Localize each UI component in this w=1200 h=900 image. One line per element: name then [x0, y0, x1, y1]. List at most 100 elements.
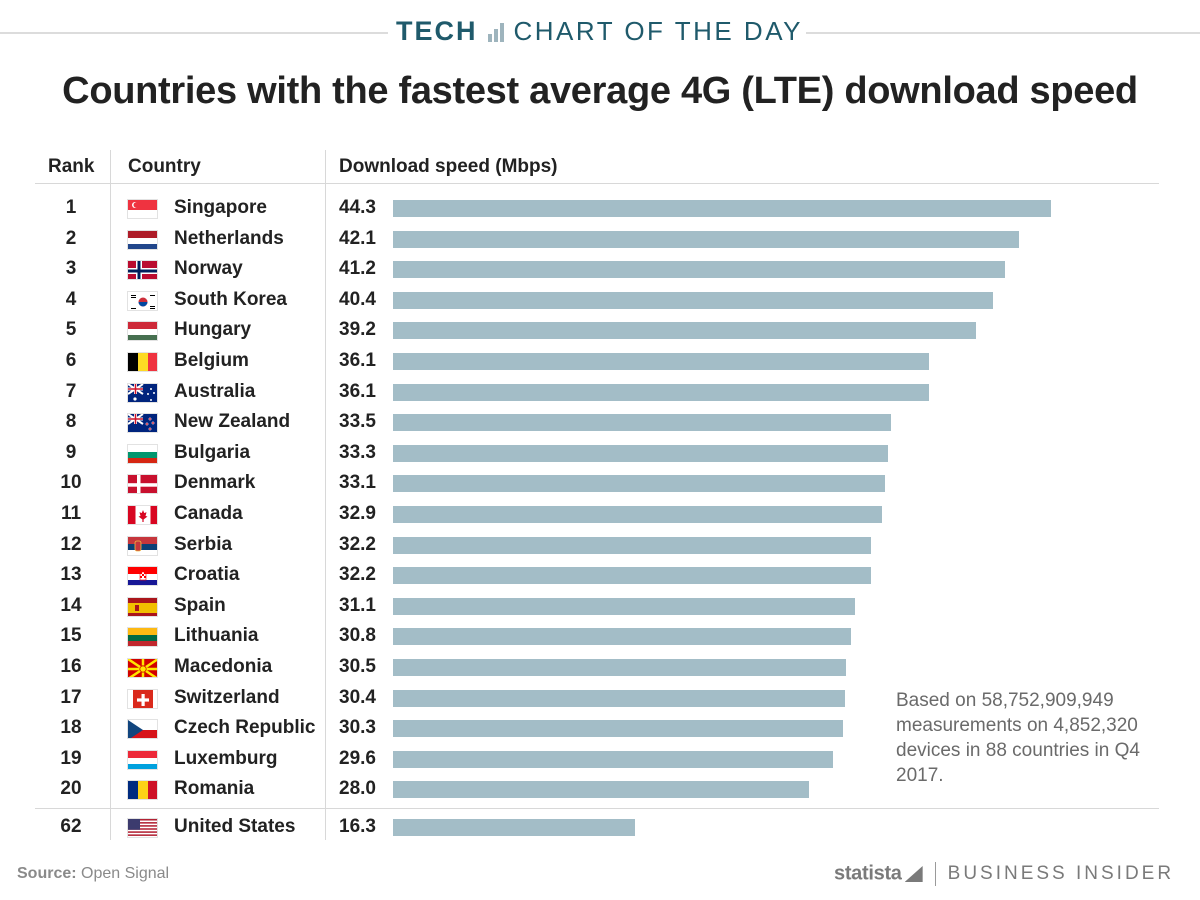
norway-flag: [127, 260, 158, 280]
value-label: 32.9: [339, 503, 376, 524]
serbia-flag: [127, 536, 158, 556]
rank-label: 15: [60, 625, 82, 646]
rank-label: 12: [60, 534, 82, 555]
statista-icon: [904, 866, 923, 882]
table-row: 3 Norway 41.2: [0, 254, 1200, 284]
speed-column-header: Download speed (Mbps): [339, 156, 558, 177]
bar: [393, 819, 635, 836]
table-row: 62 United States 16.3: [0, 812, 1200, 842]
table-row: 1 Singapore 44.3: [0, 193, 1200, 223]
country-label: Australia: [174, 381, 256, 402]
rank-label: 2: [65, 228, 77, 249]
rank-column-header: Rank: [48, 156, 95, 177]
table-row: 14 Spain 31.1: [0, 591, 1200, 621]
header-divider: [35, 183, 1159, 184]
source-line: Source: Open Signal: [17, 865, 169, 883]
bar: [393, 659, 846, 676]
bar: [393, 537, 871, 554]
rank-label: 8: [65, 411, 77, 432]
canada-flag: [127, 505, 158, 525]
column-divider-country: [325, 150, 326, 840]
table-row: 17 Switzerland 30.4: [0, 683, 1200, 713]
country-label: Romania: [174, 778, 255, 799]
bar: [393, 598, 855, 615]
rank-label: 13: [60, 564, 82, 585]
czech-republic-flag: [127, 719, 158, 739]
bar-chart-icon: [487, 22, 506, 42]
rank-label: 7: [65, 381, 77, 402]
bar: [393, 322, 976, 339]
south-korea-flag: [127, 291, 158, 311]
value-label: 30.5: [339, 656, 376, 677]
bar: [393, 261, 1005, 278]
kicker-label: TECH CHART OF THE DAY: [396, 16, 800, 50]
table-row: 19 Luxemburg 29.6: [0, 744, 1200, 774]
table-row: 7 Australia 36.1: [0, 377, 1200, 407]
bar: [393, 445, 888, 462]
table-row: 2 Netherlands 42.1: [0, 224, 1200, 254]
netherlands-flag: [127, 230, 158, 250]
value-label: 30.4: [339, 687, 376, 708]
rank-label: 17: [60, 687, 82, 708]
country-label: Singapore: [174, 197, 267, 218]
country-label: Canada: [174, 503, 243, 524]
table-row: 13 Croatia 32.2: [0, 560, 1200, 590]
value-label: 41.2: [339, 258, 376, 279]
rank-label: 9: [65, 442, 77, 463]
brand-footer: statista BUSINESS INSIDER: [834, 862, 1174, 886]
table-row: 18 Czech Republic 30.3: [0, 713, 1200, 743]
statista-logo: statista: [834, 862, 902, 885]
country-label: Macedonia: [174, 656, 273, 677]
country-label: Norway: [174, 258, 243, 279]
country-label: New Zealand: [174, 411, 291, 432]
rank-label: 3: [65, 258, 77, 279]
source-label: Source:: [17, 865, 77, 882]
country-label: Switzerland: [174, 687, 280, 708]
rank-label: 10: [60, 472, 82, 493]
country-label: Serbia: [174, 534, 233, 555]
bar: [393, 384, 929, 401]
table-row: 12 Serbia 32.2: [0, 530, 1200, 560]
kicker-tech-label: TECH: [396, 16, 478, 46]
table-row: 9 Bulgaria 33.3: [0, 438, 1200, 468]
value-label: 31.1: [339, 595, 376, 616]
united-states-flag: [127, 818, 158, 838]
country-label: Croatia: [174, 564, 240, 585]
romania-flag: [127, 780, 158, 800]
value-label: 16.3: [339, 816, 376, 837]
bar: [393, 628, 851, 645]
country-label: Netherlands: [174, 228, 284, 249]
bar: [393, 475, 885, 492]
business-insider-logo: BUSINESS INSIDER: [947, 863, 1175, 884]
bar: [393, 690, 845, 707]
table-row: 15 Lithuania 30.8: [0, 621, 1200, 651]
rank-label: 20: [60, 778, 82, 799]
value-label: 42.1: [339, 228, 376, 249]
value-label: 30.8: [339, 625, 376, 646]
lithuania-flag: [127, 627, 158, 647]
bar: [393, 231, 1019, 248]
chart-of-the-day-kicker: TECH CHART OF THE DAY: [0, 14, 1200, 50]
bar: [393, 567, 871, 584]
country-label: United States: [174, 816, 296, 837]
value-label: 36.1: [339, 350, 376, 371]
bar: [393, 414, 891, 431]
value-label: 36.1: [339, 381, 376, 402]
singapore-flag: [127, 199, 158, 219]
rank-label: 1: [65, 197, 77, 218]
rank-label: 19: [60, 748, 82, 769]
belgium-flag: [127, 352, 158, 372]
rank-label: 4: [65, 289, 77, 310]
country-label: Belgium: [174, 350, 249, 371]
measurement-note: Based on 58,752,909,949 measurements on …: [896, 690, 1140, 786]
macedonia-flag: [127, 658, 158, 678]
value-label: 33.1: [339, 472, 376, 493]
rank-label: 5: [65, 319, 77, 340]
table-row: 4 South Korea 40.4: [0, 285, 1200, 315]
rank-label: 6: [65, 350, 77, 371]
table-row: 11 Canada 32.9: [0, 499, 1200, 529]
rank-label: 16: [60, 656, 82, 677]
country-label: Spain: [174, 595, 226, 616]
bar: [393, 720, 843, 737]
column-divider-rank: [110, 150, 111, 840]
